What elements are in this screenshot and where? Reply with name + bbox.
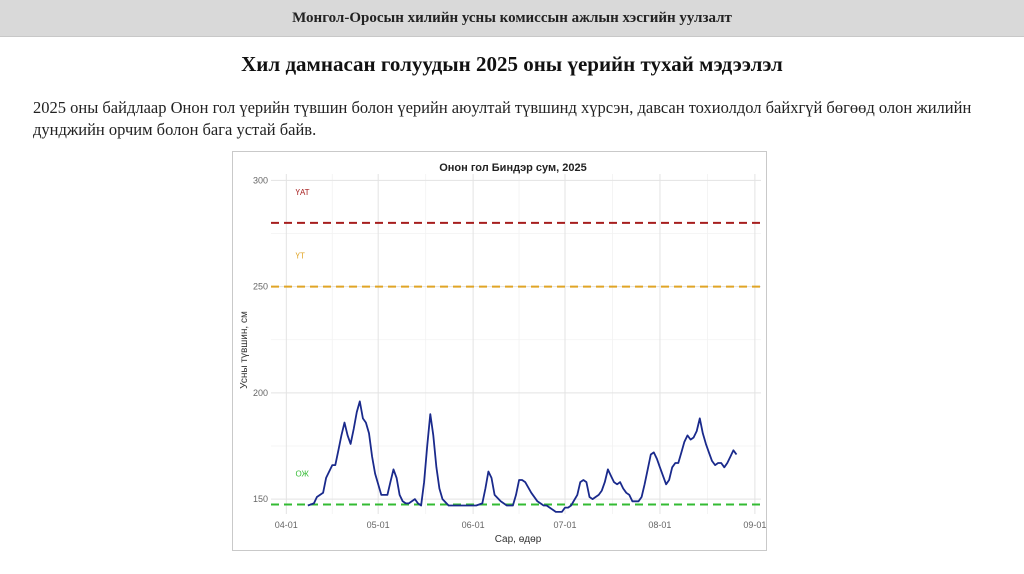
axis-labels: 150 200 250 300 04-01 05-01 06-01 07-01 08-01 09-… <box>253 175 766 530</box>
slide-title: Хил дамнасан голуудын 2025 оны үерийн ту… <box>241 52 783 76</box>
y-tick-label: 150 <box>253 494 268 504</box>
y-tick-label: 250 <box>253 282 268 292</box>
x-tick-label: 05-01 <box>367 520 390 530</box>
water-level-chart: ҮАТ ҮТ ОЖ 150 200 250 300 04-01 05-01 06-01 07-01… <box>239 162 766 545</box>
banner-text: Монгол-Оросын хилийн усны комиссын ажлын… <box>292 9 732 26</box>
threshold-label: ҮАТ <box>296 188 310 197</box>
x-tick-label: 06-01 <box>462 520 485 530</box>
y-tick-label: 200 <box>253 388 268 398</box>
x-tick-label: 04-01 <box>275 520 298 530</box>
series-line <box>307 400 738 513</box>
series-group <box>307 400 738 513</box>
chart-title: Онон гол Биндэр сум, 2025 <box>439 162 587 174</box>
x-tick-label: 08-01 <box>648 520 671 530</box>
threshold-lines: ҮАТ ҮТ ОЖ <box>271 188 761 506</box>
threshold-label: ҮТ <box>296 252 305 261</box>
x-tick-label: 09-01 <box>743 520 766 530</box>
x-tick-label: 07-01 <box>553 520 576 530</box>
threshold-label: ОЖ <box>296 469 310 478</box>
y-axis-label: Усны түвшин, см <box>239 311 250 389</box>
chart-grid <box>271 174 761 514</box>
x-axis-label: Сар, өдөр <box>495 534 542 545</box>
y-tick-label: 300 <box>253 175 268 185</box>
slide-body-text: 2025 оны байдлаар Онон гол үерийн түвшин… <box>33 98 972 139</box>
slide-banner: Монгол-Оросын хилийн усны комиссын ажлын… <box>0 0 1024 37</box>
chart-frame: ҮАТ ҮТ ОЖ 150 200 250 300 04-01 05-01 06-01 07-01… <box>232 151 767 551</box>
